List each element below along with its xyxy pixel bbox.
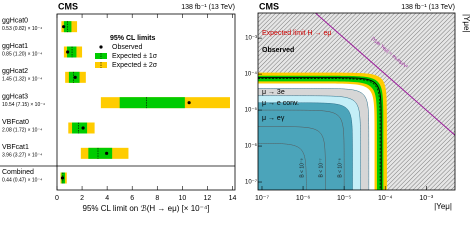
- category-label: VBFcat1: [2, 144, 29, 151]
- right-y-label: |Yμe|: [462, 14, 471, 33]
- region-label: μ → 3e: [262, 89, 285, 96]
- y-tick-label: 10⁻³: [245, 36, 257, 42]
- x-tick-label: 10⁻⁴: [378, 195, 393, 202]
- x-tick-label: 10⁻⁵: [337, 195, 351, 202]
- left-lumi: 138 fb⁻¹ (13 TeV): [181, 4, 235, 11]
- limit-label: 1.45 (1.32) × 10⁻⁴: [2, 77, 42, 83]
- x-tick-label: 10⁻⁷: [255, 195, 269, 202]
- x-tick-label: 2: [80, 195, 84, 202]
- category-label: ggHcat1: [2, 43, 28, 50]
- band-1sigma: [119, 97, 185, 109]
- category-label: ggHcat0: [2, 18, 28, 25]
- region-label: μ → eγ: [262, 115, 285, 122]
- observed-point: [62, 25, 66, 29]
- observed-contour: [258, 77, 382, 190]
- naturalness-line: [315, 13, 455, 136]
- x-tick-label: 12: [204, 195, 212, 202]
- band-1sigma: [67, 46, 77, 58]
- region: [258, 102, 353, 190]
- limit-label: 2.08 (1.72) × 10⁻⁴: [2, 127, 42, 133]
- limit-label: 3.96 (3.27) × 10⁻⁴: [2, 153, 42, 159]
- left-cms: CMS: [58, 1, 78, 11]
- right-lumi: 138 fb⁻¹ (13 TeV): [401, 4, 455, 11]
- x-tick-label: 10: [178, 195, 186, 202]
- right-x-label: |Yeμ|: [434, 202, 452, 211]
- limit-label: 10.54 (7.15) × 10⁻⁴: [2, 102, 45, 108]
- limit-label: 0.85 (1.20) × 10⁻⁴: [2, 51, 42, 57]
- observed-point: [81, 126, 85, 130]
- x-tick-label: 6: [130, 195, 134, 202]
- x-tick-label: 0: [55, 195, 59, 202]
- br-contour: [258, 126, 326, 190]
- y-tick-label: 10⁻⁶: [245, 143, 258, 150]
- legend-2sigma: Expected ± 2σ: [112, 62, 158, 69]
- expected-label: Expected limit H → eμ: [262, 30, 331, 37]
- x-tick-label: 14: [229, 195, 237, 202]
- observed-point: [66, 50, 70, 54]
- right-cms: CMS: [259, 1, 279, 11]
- observed-point: [187, 101, 191, 105]
- x-tick-label: 10⁻³: [419, 195, 433, 202]
- category-label: VBFcat0: [2, 119, 29, 126]
- observed-point: [105, 151, 109, 155]
- left-x-label: 95% CL limit on ℬ(H → eμ) [× 10⁻⁴]: [83, 204, 210, 213]
- category-label: ggHcat2: [2, 68, 28, 75]
- expected-contour: [258, 78, 381, 190]
- band-1sigma: [72, 122, 88, 134]
- observed-label: Observed: [262, 47, 294, 54]
- y-tick-label: 10⁻⁷: [245, 179, 257, 186]
- limit-label: 0.44 (0.47) × 10⁻⁴: [2, 177, 42, 183]
- br-label: B < 10⁻⁸: [300, 158, 306, 177]
- x-tick-label: 8: [155, 195, 159, 202]
- br-label: B < 10⁻⁶: [337, 158, 343, 177]
- category-label: ggHcat3: [2, 94, 28, 101]
- band-1sigma: [63, 21, 72, 33]
- plot-frame: [257, 12, 456, 191]
- limit-label: 0.53 (0.82) × 10⁻⁴: [2, 26, 42, 32]
- br-contour: [258, 142, 307, 190]
- x-tick-label: 10⁻⁶: [296, 195, 310, 202]
- y-tick-label: 10⁻⁴: [245, 71, 258, 78]
- plot-area: B < 10⁻⁶ B < 10⁻⁷ B < 10⁻⁸: [258, 13, 455, 190]
- band-1sigma: [88, 147, 113, 159]
- legend-1sigma: Expected ± 1σ: [112, 53, 158, 60]
- legend-title: 95% CL limits: [110, 35, 155, 42]
- br-contour: [258, 109, 345, 190]
- observed-point: [60, 176, 65, 180]
- category-label: Combined: [2, 169, 34, 176]
- y-tick-label: 10⁻⁵: [245, 107, 258, 114]
- x-tick-label: 4: [105, 195, 109, 202]
- legend-observed: Observed: [112, 44, 142, 51]
- br-label: B < 10⁻⁷: [319, 158, 325, 177]
- figure: CMS 138 fb⁻¹ (13 TeV) CMS 138 fb⁻¹ (13 T…: [0, 1, 471, 213]
- legend-observed-symbol: [99, 45, 103, 49]
- region-label: μ → e conv.: [262, 100, 299, 107]
- observed-point: [73, 75, 77, 79]
